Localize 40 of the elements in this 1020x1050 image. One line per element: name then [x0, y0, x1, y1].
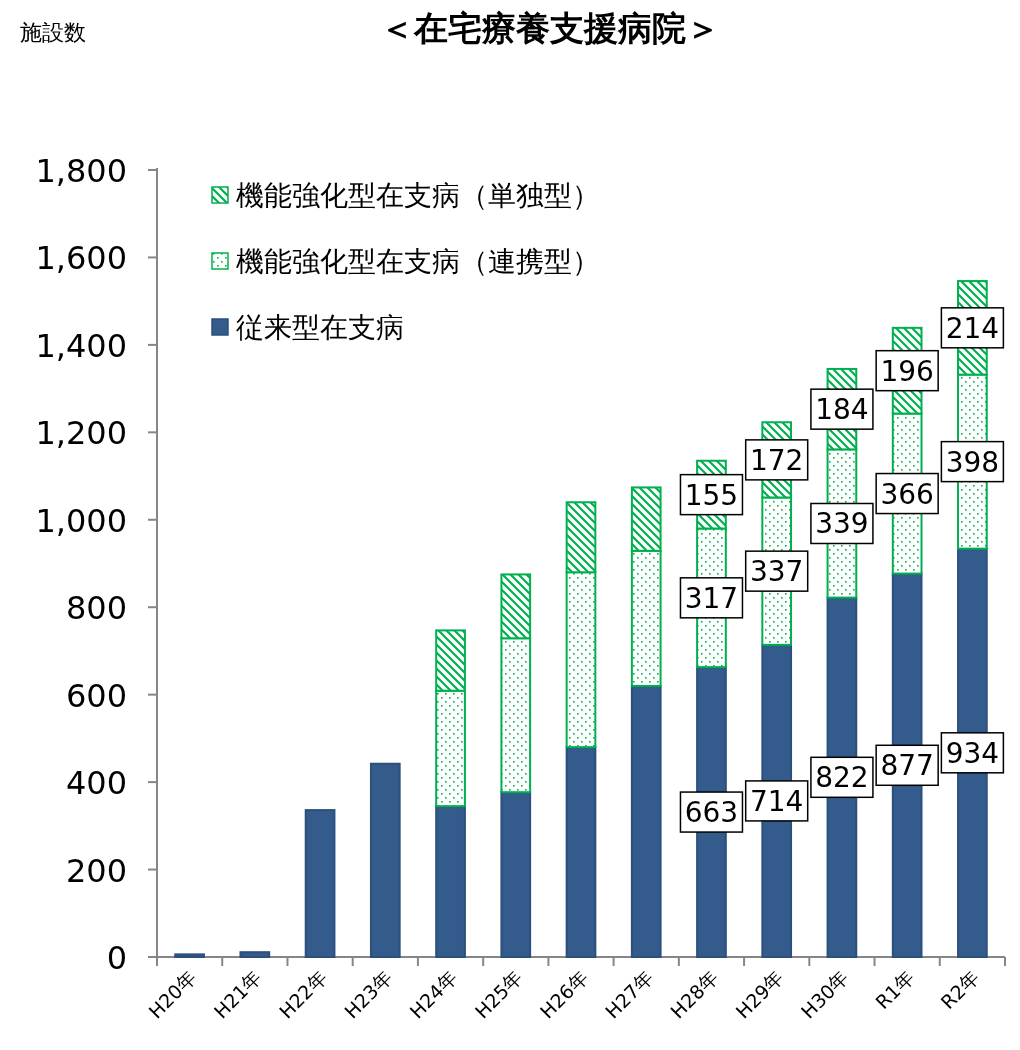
y-tick-label: 0 — [106, 939, 127, 977]
data-label: 184 — [815, 393, 869, 427]
bar — [239, 951, 271, 958]
data-label: 398 — [945, 445, 1000, 479]
chart-title: ＜在宅療養支援病院＞ — [380, 8, 720, 48]
data-label: 214 — [945, 311, 1000, 345]
legend-label: 機能強化型在支病（単独型） — [236, 179, 600, 212]
bar — [174, 953, 205, 958]
bar — [565, 746, 597, 958]
y-tick-label: 400 — [65, 764, 127, 803]
y-tick-label: 600 — [65, 676, 127, 715]
bar — [369, 762, 401, 958]
data-label: 366 — [880, 477, 934, 511]
data-label: 714 — [749, 784, 804, 818]
y-tick-label: 1,200 — [35, 414, 127, 453]
y-tick-label: 1,000 — [35, 501, 127, 540]
y-tick-label: 1,800 — [35, 152, 127, 190]
data-label: 339 — [815, 507, 869, 541]
y-tick-label: 800 — [65, 589, 127, 628]
bar — [500, 791, 532, 958]
data-label: 317 — [684, 581, 739, 615]
data-label: 877 — [880, 749, 934, 783]
data-label: 934 — [945, 736, 1000, 770]
bar — [435, 805, 466, 958]
y-tick-label: 1,400 — [35, 326, 127, 365]
y-tick-label: 1,600 — [35, 239, 127, 278]
y-tick-label: 200 — [65, 851, 127, 890]
x-tick-label: R1年 — [871, 966, 918, 1014]
legend-label: 従来型在支病 — [236, 311, 404, 344]
data-label: 155 — [684, 478, 739, 512]
bar — [630, 684, 662, 958]
data-label: 172 — [749, 443, 804, 477]
data-label: 663 — [684, 796, 739, 830]
x-tick-label: R2年 — [936, 966, 984, 1014]
data-label: 196 — [880, 354, 934, 388]
data-label: 822 — [815, 761, 869, 795]
y-axis-title: 施設数 — [20, 20, 86, 45]
legend-label: 機能強化型在支病（連携型） — [236, 245, 600, 278]
data-label: 337 — [749, 555, 804, 589]
bar — [304, 809, 336, 958]
